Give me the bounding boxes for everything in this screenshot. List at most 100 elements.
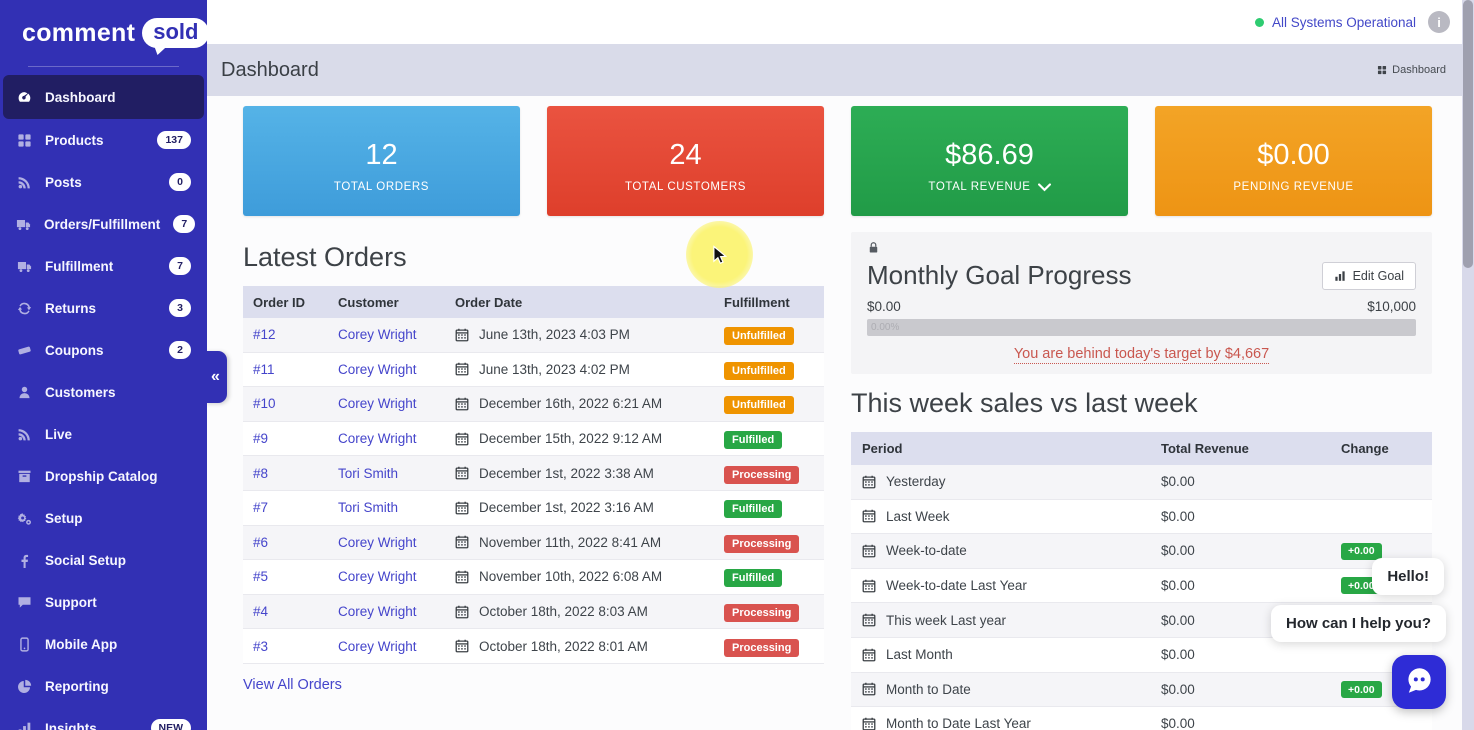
period-label: This week Last year — [886, 612, 1007, 628]
order-id-link[interactable]: #9 — [253, 431, 269, 447]
grid-icon — [1377, 65, 1387, 75]
commentsold-logo: comment sold — [0, 0, 210, 58]
sidebar-item-label: Dropship Catalog — [45, 468, 158, 484]
sidebar-item-posts[interactable]: Posts 0 — [3, 161, 204, 203]
sidebar-item-products[interactable]: Products 137 — [3, 119, 204, 161]
period-label: Week-to-date Last Year — [886, 578, 1027, 594]
change-badge: +0.00 — [1341, 542, 1382, 560]
breadcrumb-label: Dashboard — [1392, 64, 1446, 76]
page-scrollbar — [1462, 0, 1474, 730]
count-badge: 3 — [169, 299, 191, 317]
customer-link[interactable]: Corey Wright — [338, 361, 417, 377]
period-label: Yesterday — [886, 474, 946, 490]
order-row: #12 Corey Wright June 13th, 2023 4:03 PM… — [243, 318, 824, 353]
pending-revenue-label: PENDING REVENUE — [1233, 181, 1354, 193]
rss-icon — [16, 175, 32, 190]
fulfillment-status-badge: Fulfilled — [724, 569, 783, 588]
sales-table-header: Period Total Revenue Change — [851, 432, 1432, 465]
sales-row: Month to Date Last Year $0.00 — [851, 707, 1432, 730]
period-label: Month to Date — [886, 681, 971, 697]
customer-link[interactable]: Corey Wright — [338, 569, 417, 585]
sidebar-item-dropship-catalog[interactable]: Dropship Catalog — [3, 455, 204, 497]
customer-link[interactable]: Corey Wright — [338, 431, 417, 447]
change-badge: +0.00 — [1341, 681, 1382, 699]
order-id-link[interactable]: #11 — [253, 361, 275, 377]
order-id-link[interactable]: #3 — [253, 638, 269, 654]
order-id-link[interactable]: #4 — [253, 604, 269, 620]
sidebar-item-orders-fulfillment[interactable]: Orders/Fulfillment 7 — [3, 203, 204, 245]
sidebar-item-social-setup[interactable]: Social Setup — [3, 539, 204, 581]
period-label: Last Month — [886, 647, 953, 663]
customer-link[interactable]: Corey Wright — [338, 327, 417, 343]
logo-pill-sold: sold — [142, 18, 210, 48]
sidebar-item-label: Setup — [45, 510, 83, 526]
order-row: #3 Corey Wright October 18th, 2022 8:01 … — [243, 629, 824, 664]
order-id-link[interactable]: #5 — [253, 569, 269, 585]
sidebar-item-reporting[interactable]: Reporting — [3, 665, 204, 707]
breadcrumb[interactable]: Dashboard — [1377, 64, 1446, 76]
edit-goal-button[interactable]: Edit Goal — [1321, 261, 1416, 290]
sidebar-item-label: Support — [45, 594, 97, 610]
sidebar-item-support[interactable]: Support — [3, 581, 204, 623]
system-status-link[interactable]: All Systems Operational — [1254, 15, 1416, 30]
customer-link[interactable]: Corey Wright — [338, 396, 417, 412]
order-id-link[interactable]: #10 — [253, 396, 276, 412]
calendar-icon — [455, 535, 469, 549]
total-revenue-card[interactable]: $86.69 TOTAL REVENUE — [851, 106, 1128, 216]
order-id-link[interactable]: #6 — [253, 534, 269, 550]
bar-chart-icon — [1334, 270, 1346, 282]
customer-link[interactable]: Corey Wright — [338, 638, 417, 654]
order-row: #8 Tori Smith December 1st, 2022 3:38 AM… — [243, 456, 824, 491]
fulfillment-status-badge: Unfulfilled — [724, 327, 794, 346]
sidebar-item-coupons[interactable]: Coupons 2 — [3, 329, 204, 371]
fulfillment-status-badge: Processing — [724, 534, 800, 553]
count-badge: 2 — [169, 341, 191, 359]
revenue-value: $0.00 — [1161, 508, 1195, 524]
stat-cards: 12 TOTAL ORDERS 24 TOTAL CUSTOMERS $86.6… — [243, 106, 1432, 216]
sidebar-item-setup[interactable]: Setup — [3, 497, 204, 539]
order-id-link[interactable]: #12 — [253, 327, 276, 343]
page-title: Dashboard — [221, 58, 319, 81]
view-all-orders-link[interactable]: View All Orders — [243, 676, 342, 693]
sidebar-collapse-button[interactable]: « — [204, 351, 227, 403]
sidebar-item-fulfillment[interactable]: Fulfillment 7 — [3, 245, 204, 287]
sidebar-item-returns[interactable]: Returns 3 — [3, 287, 204, 329]
sidebar-item-live[interactable]: Live — [3, 413, 204, 455]
sidebar-item-label: Returns — [45, 300, 97, 316]
scrollbar-thumb[interactable] — [1463, 0, 1473, 268]
info-icon[interactable] — [1428, 11, 1450, 33]
total-customers-value: 24 — [669, 139, 702, 171]
count-badge: 0 — [169, 173, 191, 191]
sidebar-item-dashboard[interactable]: Dashboard — [3, 75, 204, 119]
order-row: #6 Corey Wright November 11th, 2022 8:41… — [243, 525, 824, 561]
calendar-icon — [455, 466, 469, 480]
revenue-value: $0.00 — [1161, 647, 1195, 663]
col-fulfillment: Fulfillment — [724, 294, 790, 310]
customer-link[interactable]: Tori Smith — [338, 500, 399, 516]
revenue-value: $0.00 — [1161, 578, 1195, 594]
calendar-icon — [455, 639, 469, 653]
order-date: December 15th, 2022 9:12 AM — [479, 431, 663, 447]
topbar: All Systems Operational — [207, 0, 1462, 44]
sidebar-item-customers[interactable]: Customers — [3, 371, 204, 413]
col-customer: Customer — [338, 294, 399, 310]
sidebar-item-insights[interactable]: Insights NEW — [3, 707, 204, 730]
phone-icon — [16, 636, 32, 652]
count-badge: 7 — [169, 257, 191, 275]
latest-orders-table: Order ID Customer Order Date Fulfillment… — [243, 286, 824, 664]
total-revenue-label: TOTAL REVENUE — [928, 181, 1031, 193]
customer-link[interactable]: Corey Wright — [338, 534, 417, 550]
customer-link[interactable]: Corey Wright — [338, 604, 417, 620]
fulfillment-status-badge: Unfulfilled — [724, 396, 794, 415]
calendar-icon — [862, 509, 876, 523]
goal-range-min: $0.00 — [867, 299, 901, 314]
pending-revenue-value: $0.00 — [1257, 139, 1330, 171]
col-period: Period — [862, 441, 903, 456]
page-header: Dashboard Dashboard — [207, 44, 1462, 96]
customer-link[interactable]: Tori Smith — [338, 465, 399, 481]
order-id-link[interactable]: #7 — [253, 500, 269, 516]
sidebar-item-mobile-app[interactable]: Mobile App — [3, 623, 204, 665]
order-id-link[interactable]: #8 — [253, 465, 269, 481]
chat-launcher-button[interactable] — [1392, 655, 1446, 709]
revenue-value: $0.00 — [1161, 681, 1195, 697]
